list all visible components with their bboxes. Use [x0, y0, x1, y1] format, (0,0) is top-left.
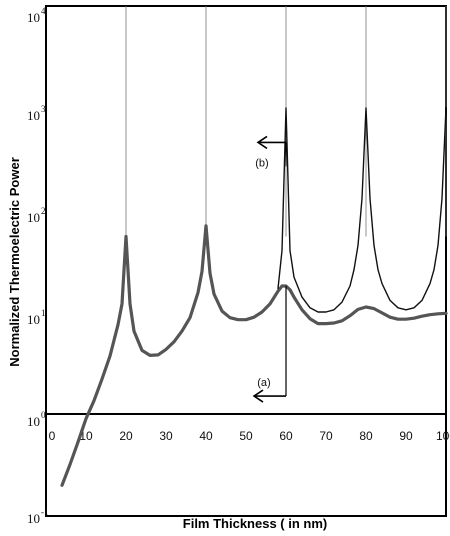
- x-tick-label: 60: [279, 429, 293, 443]
- y-tick-label: 10 3: [27, 104, 46, 123]
- x-tick-label: 50: [239, 429, 253, 443]
- x-tick-label: 30: [159, 429, 173, 443]
- y-tick-exponent: 3: [41, 104, 46, 114]
- x-tick-label: 0: [49, 429, 56, 443]
- y-tick-base: 10: [27, 10, 40, 25]
- x-tick-label: 70: [319, 429, 333, 443]
- annotation-b-label: (b): [255, 157, 268, 169]
- x-tick-label: 80: [359, 429, 373, 443]
- y-tick-exponent: 4: [41, 6, 46, 16]
- y-tick-label: 10 4: [27, 6, 46, 25]
- x-tick-label: 90: [399, 429, 413, 443]
- series-layer: [60, 107, 448, 487]
- arrow-a-head: [252, 389, 264, 403]
- series-line-b: [277, 107, 447, 313]
- x-tick-label: 100: [436, 429, 450, 443]
- y-tick-base: 10: [27, 312, 40, 327]
- x-axis-ticks: 0102030405060708090100: [49, 429, 450, 443]
- series-line-a: [60, 224, 448, 487]
- arrow-b-head: [256, 135, 268, 150]
- y-axis-title: Normalized Thermoelectric Power: [7, 157, 22, 367]
- x-tick-label: 40: [199, 429, 213, 443]
- y-tick-label: 10 0: [27, 410, 46, 429]
- resonance-peak-lines: [125, 6, 447, 237]
- y-tick-label: 10 2: [27, 206, 46, 225]
- plot-frame: [45, 5, 447, 517]
- y-tick-base: 10: [27, 511, 40, 526]
- y-tick-base: 10: [27, 414, 40, 429]
- annotation-a-label: (a): [257, 377, 270, 389]
- y-tick-label: 10 -1: [27, 507, 49, 526]
- y-tick-exponent: -1: [41, 507, 49, 517]
- y-tick-exponent: 1: [41, 308, 46, 318]
- y-tick-base: 10: [27, 108, 40, 123]
- y-tick-base: 10: [27, 210, 40, 225]
- annotations: (b) (a): [252, 135, 287, 403]
- y-tick-label: 10 1: [27, 308, 46, 327]
- y-tick-exponent: 0: [41, 410, 46, 420]
- x-axis-title: Film Thickness ( in nm): [183, 516, 327, 531]
- x-tick-label: 20: [119, 429, 133, 443]
- y-tick-exponent: 2: [41, 206, 46, 216]
